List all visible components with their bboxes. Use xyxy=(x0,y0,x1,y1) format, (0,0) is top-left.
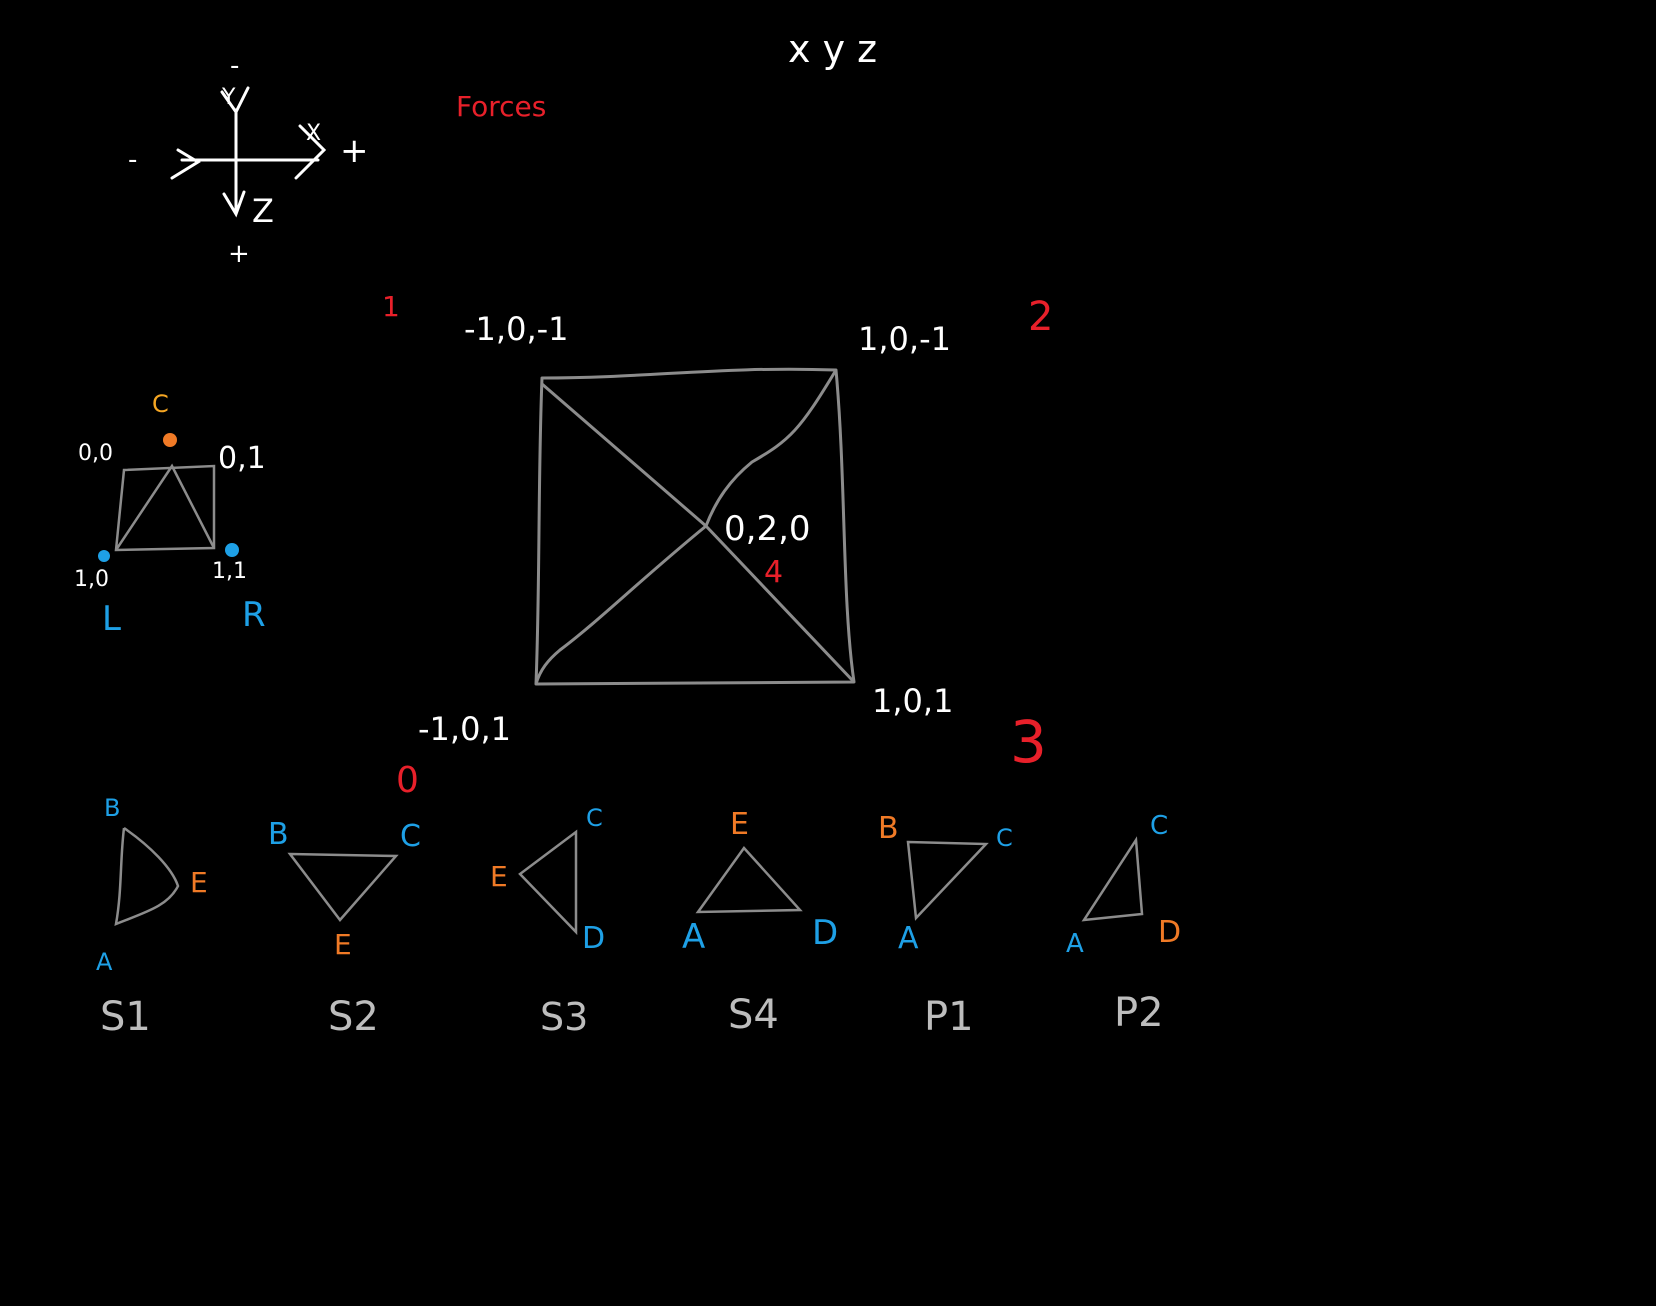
face-p2-label-c: C xyxy=(1150,811,1168,841)
corner-2-index: 2 xyxy=(1028,294,1053,340)
face-s4-label-a: A xyxy=(682,917,705,957)
corner-0-index: 0 xyxy=(396,760,419,801)
uv-point-c-icon xyxy=(163,433,177,447)
face-p1: B C A P1 xyxy=(878,811,1013,1040)
face-s4: E A D S4 xyxy=(682,807,838,1038)
center-coords: 0,2,0 xyxy=(724,509,811,549)
forces-label: Forces xyxy=(456,90,546,123)
axis-z-label: Z xyxy=(252,192,274,230)
uv-r-label: R xyxy=(242,595,266,635)
face-p1-label-c: C xyxy=(996,824,1013,852)
uv-point-r-icon xyxy=(225,543,239,557)
face-s1-label-a: A xyxy=(96,948,113,976)
face-s2-label-b: B xyxy=(268,817,289,852)
face-p2: C A D P2 xyxy=(1066,811,1181,1036)
pyramid-edge-1 xyxy=(541,382,707,528)
face-s2: B C E S2 xyxy=(268,817,421,1040)
axis-x-label: X xyxy=(306,121,321,146)
face-s3-label-c: C xyxy=(586,804,603,832)
x-arrow-icon xyxy=(294,124,327,180)
uv-sketch xyxy=(114,463,216,552)
pyramid-base xyxy=(534,367,856,686)
left-arrow-icon xyxy=(170,148,201,180)
corner-0-coords: -1,0,1 xyxy=(418,710,511,748)
pyramid-sketch xyxy=(534,367,856,686)
corner-1-coords: -1,0,-1 xyxy=(464,310,569,348)
uv-top-right-coords: 0,1 xyxy=(218,441,266,476)
face-s3-shape xyxy=(518,829,578,936)
face-s4-name: S4 xyxy=(728,992,779,1038)
center-index: 4 xyxy=(764,555,783,590)
uv-point-l-icon xyxy=(98,550,110,562)
face-p2-shape xyxy=(1081,836,1144,922)
uv-c-label: C xyxy=(152,390,169,418)
face-s3-name: S3 xyxy=(540,995,588,1039)
axes-sketch xyxy=(170,86,327,218)
face-s1-shape xyxy=(114,826,180,926)
face-s2-label-e: E xyxy=(334,928,352,961)
face-s1-label-e: E xyxy=(190,866,208,899)
pyramid-edge-2 xyxy=(704,369,838,527)
uv-bottom-right-coords: 1,1 xyxy=(212,559,247,584)
uv-l-label: L xyxy=(102,599,121,639)
face-s3-label-d: D xyxy=(582,921,605,956)
face-p1-shape xyxy=(906,840,989,921)
z-arrow-icon xyxy=(222,190,246,218)
corner-3-index: 3 xyxy=(1010,708,1047,776)
face-s3: C E D S3 xyxy=(490,804,605,1039)
face-s2-name: S2 xyxy=(328,994,379,1040)
axes-title: x y z xyxy=(788,27,877,71)
axis-y-label: Y xyxy=(221,85,236,110)
face-p2-name: P2 xyxy=(1114,990,1164,1036)
corner-3-coords: 1,0,1 xyxy=(872,682,953,720)
axis-neg-left: - xyxy=(128,145,137,175)
face-s1: B E A S1 xyxy=(96,794,208,1040)
face-s4-label-d: D xyxy=(812,913,838,953)
face-p1-label-a: A xyxy=(898,921,919,956)
corner-1-index: 1 xyxy=(382,290,400,323)
pyramid-edge-3 xyxy=(704,524,856,684)
face-s2-shape xyxy=(287,852,399,922)
uv-triangle xyxy=(114,463,216,551)
y-arrow-icon xyxy=(220,86,250,115)
face-p2-label-d: D xyxy=(1158,915,1181,950)
face-s2-label-c: C xyxy=(400,819,421,854)
uv-top-left-coords: 0,0 xyxy=(78,441,113,466)
face-p1-name: P1 xyxy=(924,994,974,1040)
axis-neg-top: - xyxy=(230,51,239,81)
face-p1-label-b: B xyxy=(878,811,899,846)
face-s1-label-b: B xyxy=(104,794,120,822)
axis-pos-right: + xyxy=(340,131,369,171)
axis-pos-bottom: + xyxy=(228,239,250,269)
face-s3-label-e: E xyxy=(490,860,508,893)
face-s1-name: S1 xyxy=(100,994,151,1040)
corner-2-coords: 1,0,-1 xyxy=(858,320,951,358)
pyramid-edge-0 xyxy=(534,524,707,685)
face-s4-shape xyxy=(695,846,803,914)
face-s4-label-e: E xyxy=(730,807,749,842)
uv-bottom-left-coords: 1,0 xyxy=(74,567,109,592)
face-p2-label-a: A xyxy=(1066,929,1084,959)
